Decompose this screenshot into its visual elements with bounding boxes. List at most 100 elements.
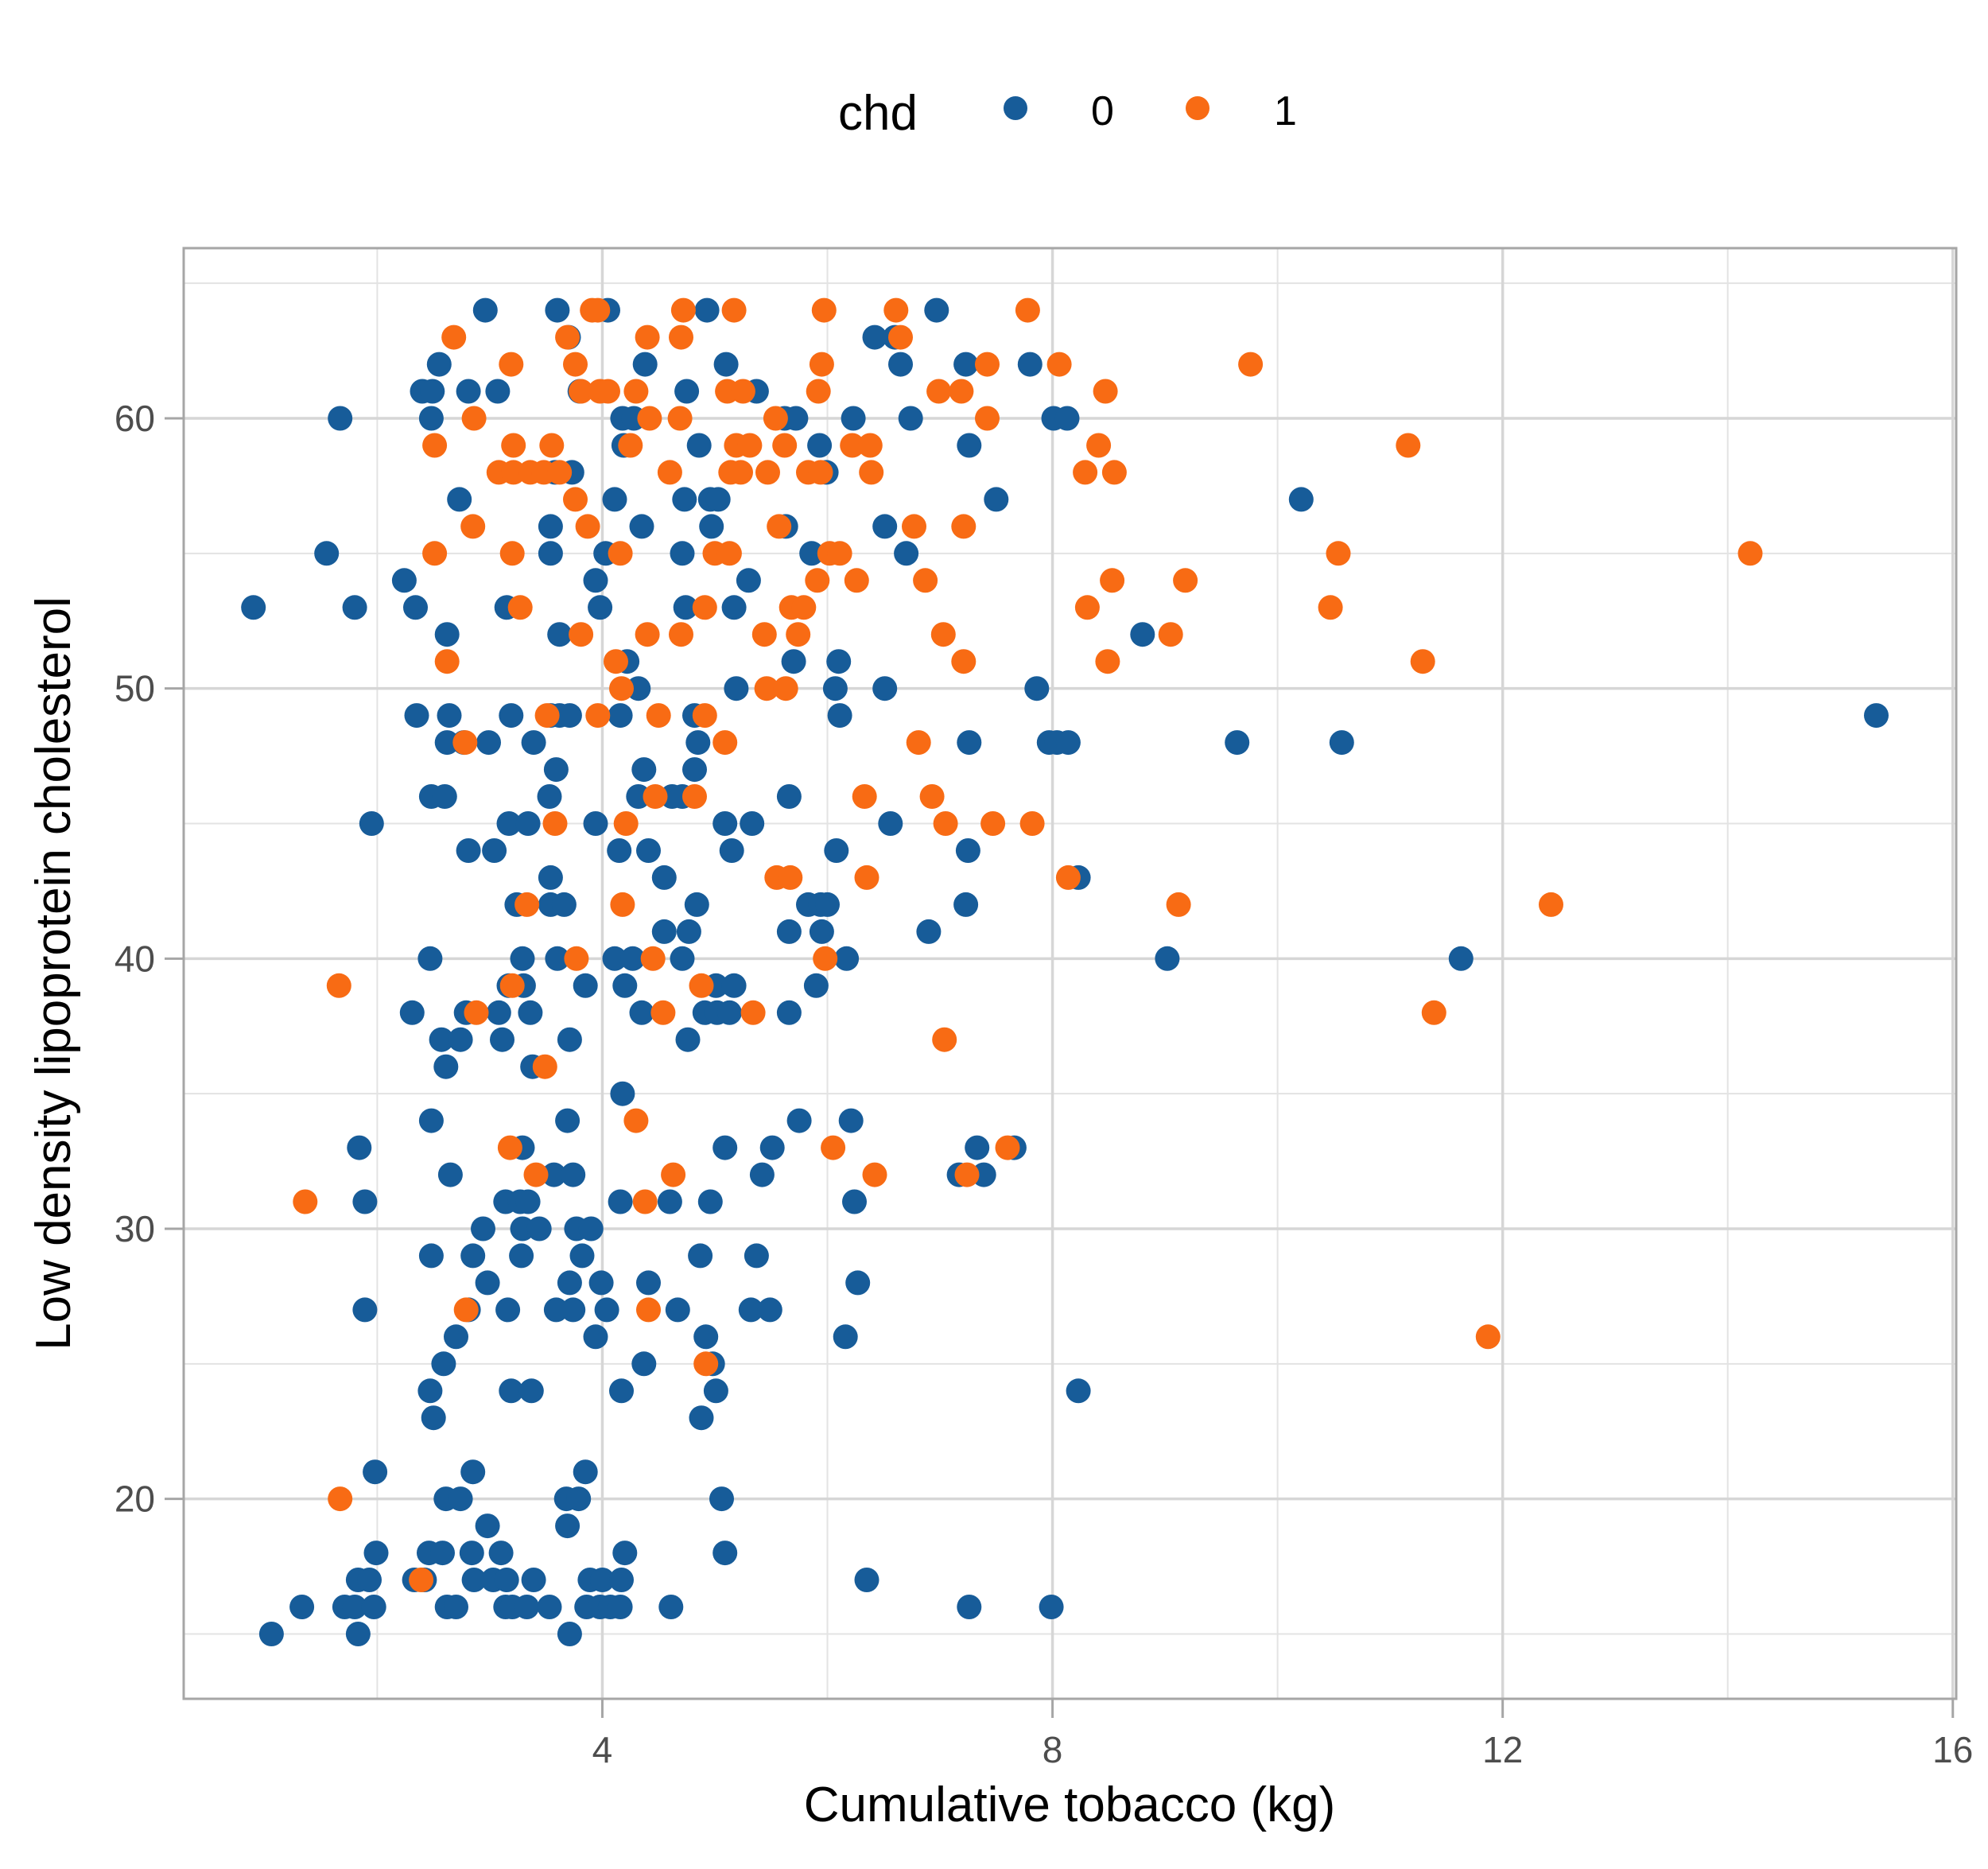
point-chd-0 — [744, 1243, 769, 1269]
point-chd-1 — [564, 946, 589, 971]
point-chd-1 — [693, 1351, 719, 1377]
point-chd-1 — [452, 730, 478, 756]
point-chd-0 — [486, 1000, 511, 1025]
point-chd-0 — [1039, 1595, 1064, 1619]
point-chd-0 — [626, 676, 651, 701]
point-chd-0 — [1225, 730, 1250, 756]
point-chd-1 — [441, 324, 467, 350]
point-chd-0 — [602, 487, 627, 512]
point-chd-1 — [1396, 433, 1421, 458]
point-chd-1 — [773, 676, 798, 701]
point-chd-0 — [872, 514, 898, 539]
point-chd-0 — [955, 838, 980, 863]
point-chd-0 — [342, 1595, 367, 1619]
point-chd-1 — [933, 811, 958, 836]
point-chd-0 — [545, 946, 570, 971]
panel-background — [184, 248, 1956, 1699]
point-chd-1 — [844, 568, 869, 593]
point-chd-1 — [569, 379, 594, 404]
point-chd-0 — [602, 946, 627, 971]
point-chd-1 — [821, 1135, 846, 1160]
point-chd-1 — [854, 865, 879, 890]
point-chd-0 — [404, 703, 429, 729]
x-tick-label: 4 — [592, 1729, 613, 1770]
point-chd-0 — [776, 1000, 802, 1025]
point-chd-1 — [661, 1162, 686, 1187]
point-chd-0 — [984, 487, 1009, 512]
point-chd-1 — [1421, 1000, 1446, 1025]
point-chd-1 — [809, 352, 834, 377]
point-chd-1 — [657, 460, 682, 485]
x-tick-label: 16 — [1932, 1729, 1973, 1770]
point-chd-0 — [1066, 1378, 1091, 1404]
point-chd-1 — [778, 865, 803, 890]
point-chd-1 — [640, 946, 666, 971]
point-chd-0 — [391, 568, 417, 593]
point-chd-1 — [604, 649, 628, 674]
point-chd-1 — [791, 595, 817, 620]
point-chd-0 — [1017, 352, 1043, 377]
point-chd-0 — [456, 838, 481, 863]
point-chd-0 — [557, 1270, 582, 1296]
point-chd-1 — [507, 595, 533, 620]
point-chd-0 — [590, 1568, 615, 1592]
point-chd-0 — [607, 838, 632, 863]
point-chd-0 — [352, 1297, 378, 1323]
point-chd-0 — [953, 352, 979, 377]
point-chd-0 — [783, 406, 809, 431]
point-chd-0 — [431, 1351, 456, 1377]
point-chd-0 — [509, 1243, 534, 1269]
point-chd-1 — [751, 622, 777, 647]
point-chd-1 — [670, 297, 696, 323]
point-chd-1 — [767, 514, 792, 539]
point-chd-0 — [1448, 946, 1474, 971]
point-chd-0 — [557, 1622, 582, 1646]
point-chd-1 — [669, 622, 693, 647]
point-chd-0 — [518, 1378, 544, 1404]
point-chd-0 — [314, 541, 340, 566]
point-chd-1 — [409, 1568, 434, 1592]
point-chd-0 — [815, 892, 840, 917]
point-chd-0 — [448, 1486, 473, 1512]
point-chd-1 — [613, 811, 639, 836]
point-chd-1 — [422, 541, 448, 566]
point-chd-0 — [460, 1243, 486, 1269]
point-chd-1 — [1326, 541, 1351, 566]
point-chd-0 — [626, 784, 651, 809]
plot-panel — [182, 247, 1958, 1700]
point-chd-0 — [403, 595, 428, 620]
legend-marker-0 — [1004, 96, 1027, 120]
point-chd-1 — [464, 1000, 489, 1025]
point-chd-0 — [803, 973, 829, 998]
point-chd-1 — [805, 568, 830, 593]
point-chd-0 — [569, 1243, 595, 1269]
y-tick-label: 30 — [115, 1208, 155, 1249]
point-chd-1 — [949, 379, 974, 404]
point-chd-0 — [781, 649, 806, 674]
point-chd-1 — [1073, 460, 1098, 485]
point-chd-0 — [514, 1595, 540, 1619]
point-chd-1 — [1238, 352, 1264, 377]
panel-border — [182, 247, 1958, 1700]
point-chd-0 — [721, 973, 747, 998]
point-chd-0 — [971, 1162, 996, 1187]
point-chd-0 — [399, 1000, 425, 1025]
point-chd-0 — [456, 379, 481, 404]
point-chd-0 — [537, 784, 562, 809]
point-chd-1 — [721, 297, 747, 323]
point-chd-0 — [426, 352, 452, 377]
point-chd-0 — [713, 352, 739, 377]
legend: chd 0 1 — [838, 86, 1297, 141]
point-chd-1 — [1475, 1324, 1501, 1350]
point-chd-1 — [1410, 649, 1435, 674]
point-chd-0 — [651, 919, 677, 944]
point-chd-0 — [924, 297, 949, 323]
point-chd-1 — [730, 379, 755, 404]
point-chd-0 — [588, 1270, 614, 1296]
point-chd-0 — [826, 649, 852, 674]
point-chd-1 — [811, 297, 837, 323]
point-chd-0 — [682, 757, 707, 783]
point-chd-0 — [526, 1216, 552, 1241]
point-chd-0 — [363, 1459, 388, 1485]
point-chd-0 — [557, 703, 582, 729]
